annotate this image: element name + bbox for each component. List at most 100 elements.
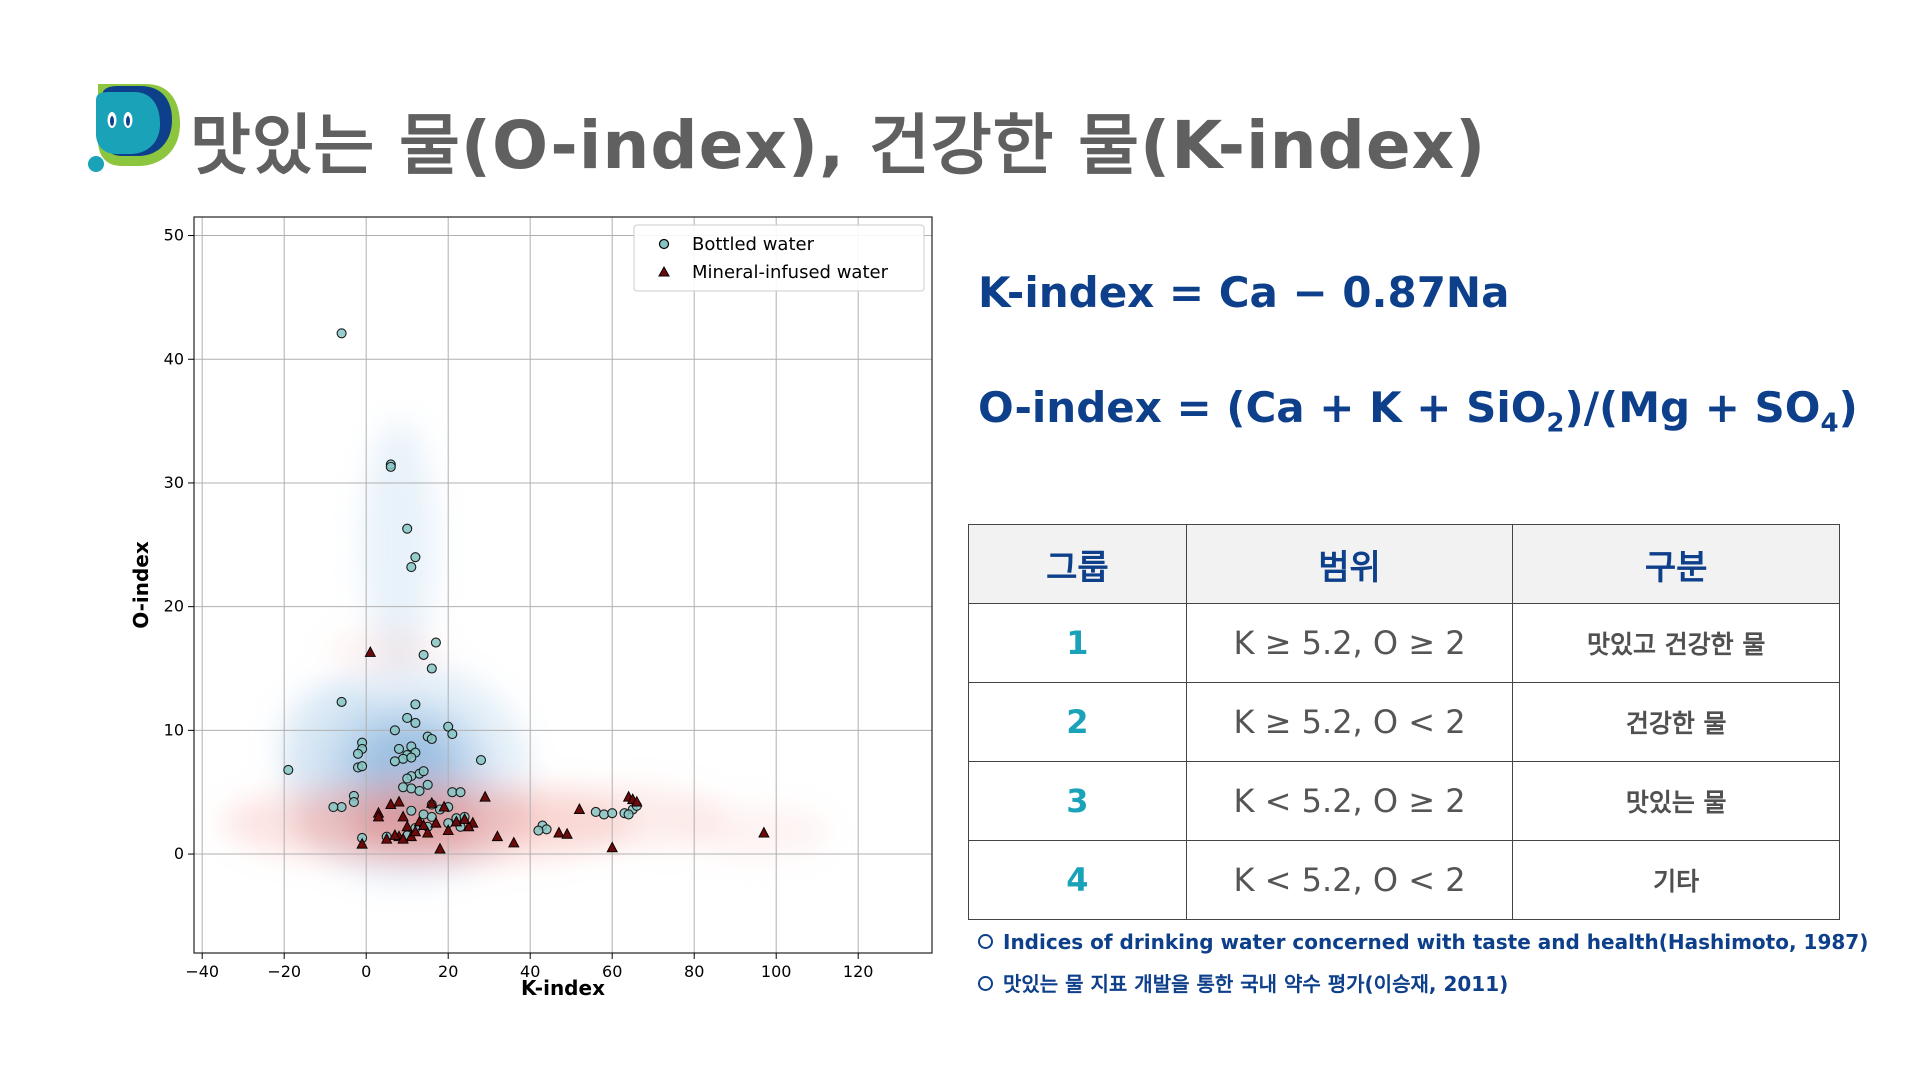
reference-2: 맛있는 물 지표 개발을 통한 국내 약수 평가(이승재, 2011) [978,968,1508,997]
x-axis-label: K-index [521,976,605,1000]
x-tick-label: 20 [438,962,458,981]
legend-box [633,224,925,292]
bottled-water-point [533,825,544,836]
bottled-water-point [385,461,396,472]
x-tick-label: −20 [267,962,301,981]
o-index-formula-prefix: O-index = (Ca + K + SiO [978,383,1547,432]
bottled-water-point [336,328,347,339]
mineral-water-point [434,842,446,854]
mineral-water-point [491,830,504,842]
table-row: 4 K < 5.2, O < 2 기타 [968,840,1840,920]
x-tick-label: 40 [520,962,540,981]
mineral-water-point [462,820,475,832]
group-number: 1 [968,603,1187,683]
bottled-water-point [447,787,458,798]
legend-marker-bottled [658,238,670,250]
density-blob [681,807,830,857]
bottled-water-point [410,552,421,563]
o-index-sub-4: 4 [1820,408,1839,439]
bottled-water-point [406,783,417,794]
plot-frame [193,216,933,954]
bottled-water-point [410,699,421,710]
bottled-water-point [352,748,364,759]
bottled-water-point [414,785,425,797]
bottled-water-point [426,811,437,822]
bottled-water-point [389,756,400,767]
group-number: 4 [968,840,1187,920]
group-category: 맛있고 건강한 물 [1512,603,1840,683]
bottled-water-point [402,773,413,784]
mineral-water-point [356,837,368,849]
table-row: 3 K < 5.2, O ≥ 2 맛있는 물 [968,761,1840,841]
group-number: 3 [968,761,1187,841]
bottled-water-point [418,649,429,660]
group-category: 건강한 물 [1512,682,1840,762]
mineral-water-point [372,810,385,822]
bottled-water-point [406,805,417,816]
mineral-water-point [364,645,377,657]
bottled-water-point [426,663,437,674]
water-drop-character-icon [88,84,180,172]
bottled-water-point [430,637,441,648]
table-header-row: 그룹 범위 구분 [968,524,1840,604]
page-title: 맛있는 물(O-index), 건강한 물(K-index) [190,107,1487,184]
y-tick-label: 20 [164,597,184,616]
bottled-water-point [607,808,618,819]
mineral-water-point [389,829,401,840]
x-tick-label: 100 [761,962,792,981]
bottled-water-point [398,782,409,793]
x-tick-label: 80 [684,962,704,981]
group-table: 그룹 범위 구분 1 K ≥ 5.2, O ≥ 2 맛있고 건강한 물 2 K … [968,524,1840,920]
x-tick-label: 120 [843,962,874,981]
o-index-sub-2: 2 [1546,408,1565,439]
o-index-formula-suffix: ) [1838,383,1858,432]
header-range: 범위 [1185,524,1514,604]
legend: Bottled water Mineral-infused water [633,224,925,292]
circle-bullet-icon [978,976,993,991]
mineral-water-point [393,795,405,807]
group-range: K ≥ 5.2, O < 2 [1185,682,1514,762]
bottled-water-point [590,806,601,818]
bottled-water-point [336,801,347,813]
circle-bullet-icon [978,934,993,949]
data-points [283,328,770,854]
mineral-water-point [397,832,409,844]
group-category: 기타 [1512,840,1840,920]
grid [194,217,932,953]
group-range: K < 5.2, O ≥ 2 [1185,761,1514,841]
mineral-water-point [417,819,430,831]
mineral-water-point [380,832,393,844]
mineral-water-point [631,795,643,807]
mineral-water-point [385,798,397,810]
bottled-water-point [447,729,458,740]
reference-text: 맛있는 물 지표 개발을 통한 국내 약수 평가(이승재, 2011) [1003,972,1509,996]
bottled-water-point [283,764,294,775]
header-group: 그룹 [968,524,1187,604]
bottled-water-point [475,754,487,766]
o-index-formula-middle: )/(Mg + SO [1564,383,1821,432]
mineral-water-point [573,803,586,814]
bottled-water-point [418,766,429,777]
bottled-water-point [426,733,437,745]
mineral-water-point [758,826,770,838]
density-blob [276,680,391,805]
bottled-water-point [402,523,413,534]
y-tick-label: 10 [164,720,184,739]
mineral-water-point [421,826,434,838]
mineral-water-point [508,836,520,848]
density-blob [329,630,445,670]
bottled-water-point [406,752,417,763]
bottled-water-point [336,696,347,707]
legend-label-bottled: Bottled water [692,234,815,255]
header-category: 구분 [1512,524,1840,604]
mineral-water-point [606,841,618,853]
mineral-water-point [450,815,463,827]
group-number: 2 [968,682,1187,762]
group-range: K < 5.2, O < 2 [1185,840,1514,920]
scatter-chart: −40 −20 0 20 40 60 80 100 120 0 10 20 30 40 50 K-index… [129,216,933,1000]
mineral-water-point [438,800,450,812]
bottled-water-point [357,761,368,772]
bottled-water-point [598,809,610,820]
reference-1: Indices of drinking water concerned with… [978,930,1868,954]
bottled-water-point [348,797,359,808]
